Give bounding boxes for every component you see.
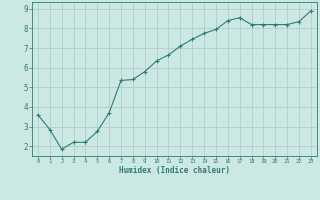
X-axis label: Humidex (Indice chaleur): Humidex (Indice chaleur) (119, 166, 230, 175)
